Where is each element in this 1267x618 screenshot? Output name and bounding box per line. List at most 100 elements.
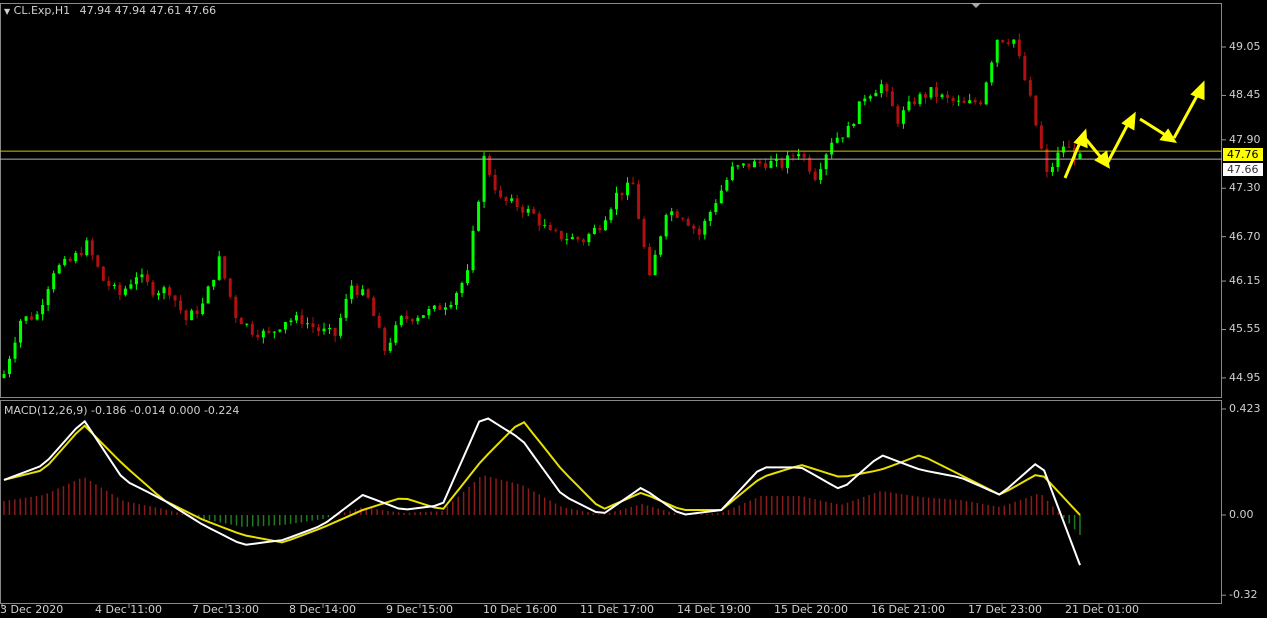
- candle-bear: [923, 94, 927, 98]
- candle-bull: [129, 284, 133, 289]
- candle-bull: [1056, 152, 1060, 168]
- macd-indicator: [3, 417, 1081, 566]
- arrow-segment[interactable]: [1106, 121, 1131, 163]
- candle-bull: [664, 215, 668, 237]
- shift-marker-icon[interactable]: [971, 3, 981, 8]
- time-tick-label: 14 Dec 19:00: [677, 603, 751, 616]
- candle-bear: [1039, 125, 1043, 149]
- candle-bull: [85, 240, 89, 256]
- time-tick-label: 10 Dec 16:00: [483, 603, 557, 616]
- candle-bear: [234, 296, 238, 319]
- candle-bull: [510, 198, 514, 201]
- candle-bull: [918, 94, 922, 104]
- candle-bull: [879, 84, 883, 94]
- candle-bear: [145, 274, 149, 283]
- candle-bear: [642, 218, 646, 248]
- candle-bear: [333, 327, 337, 336]
- drawn-arrows[interactable]: [1063, 80, 1205, 179]
- candle-bull: [703, 221, 707, 235]
- candle-bull: [769, 160, 773, 168]
- ohlc-values: 47.94 47.94 47.61 47.66: [79, 4, 217, 17]
- macd-main-line: [3, 417, 1081, 566]
- candle-bull: [245, 323, 249, 325]
- candle-bull: [272, 331, 276, 333]
- candle-bear: [223, 256, 227, 279]
- price-tick-label: 49.05: [1229, 40, 1261, 53]
- arrow-segment[interactable]: [1063, 139, 1083, 179]
- candle-bull: [443, 307, 447, 310]
- candle-bull: [653, 254, 657, 276]
- arrow-segment[interactable]: [1172, 93, 1200, 139]
- candle-bear: [912, 101, 916, 104]
- candle-bull: [841, 137, 845, 139]
- candle-bear: [681, 217, 685, 219]
- candle-bull: [736, 165, 740, 167]
- candle-bull: [46, 289, 50, 305]
- candle-bear: [686, 218, 690, 226]
- arrow-segment[interactable]: [1139, 117, 1168, 138]
- candle-bull: [41, 304, 45, 315]
- dropdown-triangle-icon[interactable]: ▼: [4, 7, 11, 16]
- time-tick-label: 7 Dec 13:00: [192, 603, 259, 616]
- candle-bull: [614, 192, 618, 210]
- candle-bull: [797, 154, 801, 157]
- time-tick-label: 4 Dec 11:00: [95, 603, 162, 616]
- candle-bear: [973, 100, 977, 103]
- candle-bull: [2, 373, 6, 378]
- candle-bull: [714, 203, 718, 213]
- candle-bear: [377, 315, 381, 328]
- candle-bull: [344, 298, 348, 318]
- candle-bull: [990, 62, 994, 83]
- candle-bull: [52, 273, 56, 290]
- chart-header: ▼ CL.Exp,H1 47.94 47.94 47.61 47.66: [4, 4, 216, 18]
- candle-bear: [675, 211, 679, 218]
- arrow-head-icon: [1190, 80, 1205, 101]
- candle-bull: [741, 163, 745, 166]
- main-panel-border: [0, 3, 1222, 398]
- candle-bear: [311, 323, 315, 328]
- candle-bear: [1006, 42, 1010, 44]
- candle-bull: [399, 316, 403, 326]
- candle-bear: [488, 155, 492, 175]
- candle-bear: [813, 171, 817, 180]
- candle-bull: [1012, 39, 1016, 44]
- candle-bull: [940, 94, 944, 97]
- candle-bull: [863, 98, 867, 102]
- candle-bull: [134, 277, 138, 285]
- candle-bull: [328, 327, 332, 329]
- price-lines: [0, 150, 1222, 160]
- time-tick-label: 15 Dec 20:00: [774, 603, 848, 616]
- candle-bear: [780, 158, 784, 168]
- candle-bull: [278, 329, 282, 332]
- candle-bear: [107, 280, 111, 287]
- candle-bull: [730, 166, 734, 180]
- candle-bull: [212, 279, 216, 287]
- candle-bear: [697, 228, 701, 235]
- candle-bear: [79, 252, 83, 256]
- macd-tick-label: 0.00: [1229, 508, 1254, 521]
- time-tick-label: 11 Dec 17:00: [580, 603, 654, 616]
- candle-bull: [421, 315, 425, 318]
- candle-bull: [587, 234, 591, 243]
- candle-bear: [637, 184, 641, 219]
- candle-bear: [173, 295, 177, 301]
- candle-bull: [123, 288, 127, 295]
- candle-bull: [1050, 167, 1054, 173]
- candle-bull: [283, 322, 287, 330]
- candle-bear: [763, 163, 767, 168]
- candle-bear: [118, 284, 122, 295]
- candle-bear: [747, 163, 751, 168]
- candle-bull: [852, 124, 856, 126]
- bid-price-badge: 47.66: [1223, 163, 1263, 176]
- price-tick-label: 45.55: [1229, 322, 1261, 335]
- candle-bear: [410, 319, 414, 322]
- candle-bull: [206, 286, 210, 304]
- price-tick-label: 47.30: [1229, 181, 1261, 194]
- candle-bear: [250, 323, 254, 335]
- candle-bull: [322, 328, 326, 332]
- candle-bear: [168, 287, 172, 296]
- candle-bull: [708, 212, 712, 222]
- macd-tick-label: -0.32: [1229, 588, 1258, 601]
- candle-bull: [1078, 153, 1082, 160]
